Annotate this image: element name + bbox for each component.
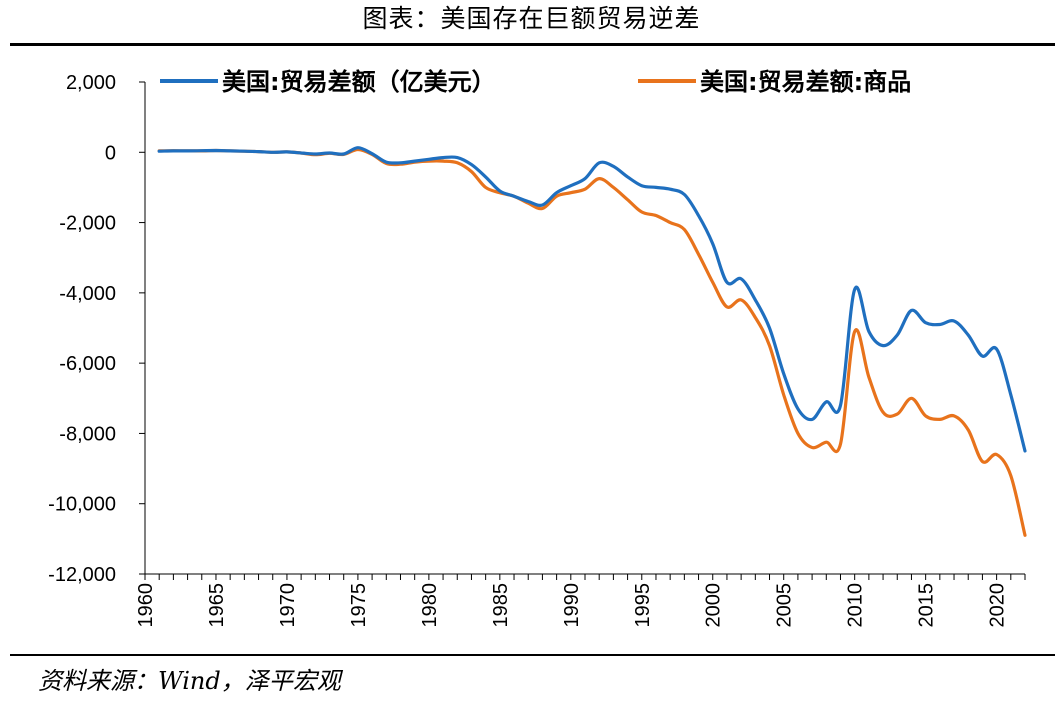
y-tick-label: -6,000 [59, 353, 116, 375]
y-tick-label: -4,000 [59, 283, 116, 305]
y-tick-label: -2,000 [59, 213, 116, 235]
top-rule [10, 43, 1055, 46]
y-tick-label: -8,000 [59, 423, 116, 445]
y-tick-label: 0 [105, 142, 116, 164]
bottom-rule [10, 654, 1055, 656]
x-tick-label: 1985 [490, 583, 512, 628]
x-tick-label: 2015 [916, 583, 938, 628]
y-axis-labels: 2,000 0 -2,000 -4,000 -6,000 -8,000 -10,000 -12… [48, 72, 116, 586]
x-tick-label: 1970 [277, 583, 299, 628]
legend-label-total: 美国:贸易差额（亿美元） [222, 68, 496, 96]
x-tick-label: 2020 [987, 583, 1009, 628]
x-tick-label: 1965 [206, 583, 228, 628]
chart-axes [139, 81, 1026, 580]
x-tick-label: 2000 [703, 583, 725, 628]
x-axis-labels: 1960 1965 1970 1975 1980 1985 1990 1995 2000 2005… [135, 583, 1009, 628]
series-line-total [157, 146, 1027, 453]
x-tick-label: 1975 [348, 583, 370, 628]
x-tick-label: 1995 [632, 583, 654, 628]
source-note: 资料来源：Wind，泽平宏观 [38, 667, 341, 695]
x-tick-label: 1960 [135, 583, 157, 628]
x-tick-label: 1990 [561, 583, 583, 628]
series-line-goods [157, 147, 1027, 537]
y-tick-label: -10,000 [48, 494, 116, 516]
y-tick-label: 2,000 [66, 72, 116, 94]
chart-legend: 美国:贸易差额（亿美元） 美国:贸易差额:商品 [160, 68, 911, 96]
chart-title: 图表：美国存在巨额贸易逆差 [362, 4, 701, 33]
x-tick-label: 1980 [419, 583, 441, 628]
chart-series [157, 146, 1027, 537]
legend-label-goods: 美国:贸易差额:商品 [700, 68, 911, 96]
y-tick-label: -12,000 [48, 564, 116, 586]
x-tick-label: 2005 [774, 583, 796, 628]
x-tick-label: 2010 [845, 583, 867, 628]
